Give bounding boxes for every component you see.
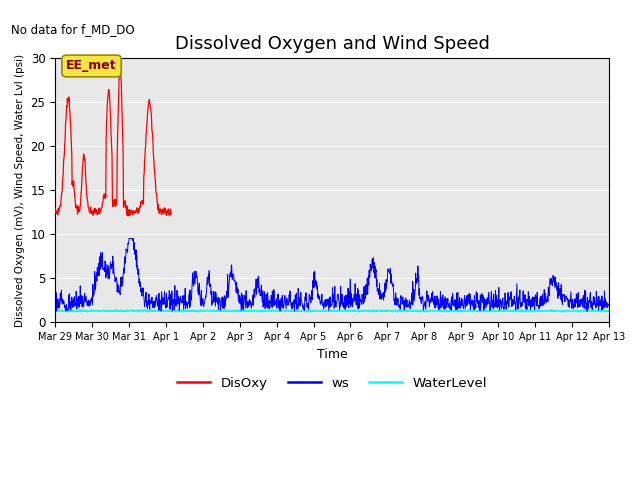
Text: EE_met: EE_met (66, 60, 117, 72)
WaterLevel (51, 307, 59, 313)
WaterLevel (367, 308, 374, 314)
ws (51, 297, 59, 302)
WaterLevel (94, 308, 102, 313)
WaterLevel (308, 307, 316, 313)
Line: ws: ws (55, 239, 609, 312)
ws (94, 273, 102, 278)
WaterLevel (298, 308, 305, 313)
Legend: DisOxy, ws, WaterLevel: DisOxy, ws, WaterLevel (172, 372, 492, 395)
DisOxy (116, 65, 124, 71)
WaterLevel (605, 308, 612, 314)
ws (287, 298, 294, 304)
Line: DisOxy: DisOxy (55, 64, 171, 216)
WaterLevel (286, 308, 294, 313)
ws (125, 236, 133, 241)
Text: No data for f_MD_DO: No data for f_MD_DO (11, 24, 134, 36)
WaterLevel (300, 307, 308, 312)
ws (308, 295, 316, 300)
DisOxy (94, 209, 102, 215)
WaterLevel (116, 308, 124, 314)
ws (116, 275, 124, 280)
X-axis label: Time: Time (317, 348, 348, 360)
DisOxy (51, 205, 59, 211)
ws (605, 302, 612, 308)
ws (583, 309, 591, 314)
Y-axis label: Dissolved Oxygen (mV), Wind Speed, Water Lvl (psi): Dissolved Oxygen (mV), Wind Speed, Water… (15, 53, 25, 326)
Title: Dissolved Oxygen and Wind Speed: Dissolved Oxygen and Wind Speed (175, 35, 490, 53)
ws (367, 264, 374, 270)
ws (298, 300, 306, 306)
Line: WaterLevel: WaterLevel (55, 310, 609, 312)
WaterLevel (558, 309, 566, 315)
